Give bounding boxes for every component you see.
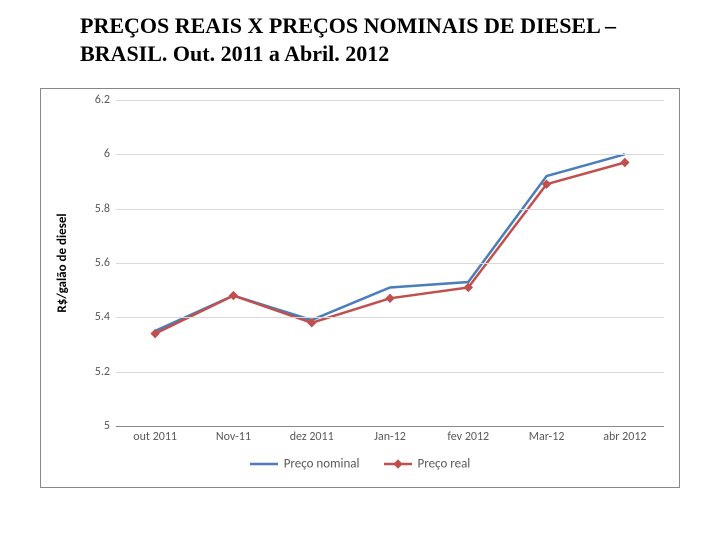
gridline — [116, 317, 664, 318]
plot-area: 55.25.45.65.866.2out 2011Nov-11dez 2011J… — [116, 100, 664, 426]
xtick-label: dez 2011 — [290, 430, 334, 444]
gridline — [116, 372, 664, 373]
xtick-label: Nov-11 — [216, 430, 251, 444]
legend-item: Preço real — [384, 456, 471, 471]
series-marker — [386, 294, 394, 302]
gridline — [116, 209, 664, 210]
chart-container: 5 5.2 5.4 5.6 5.8 6 6.2 out 2011 Nov-11 dez 2011 J… — [40, 88, 680, 518]
series-marker — [621, 158, 629, 166]
xtick-label: Mar-12 — [529, 430, 565, 444]
legend-swatch — [384, 457, 412, 471]
legend-item: Preço nominal — [250, 456, 360, 471]
series-marker — [229, 292, 237, 300]
legend-label: Preço nominal — [284, 457, 360, 472]
ytick-label: 5.8 — [95, 202, 110, 216]
ytick-label: 5.2 — [95, 365, 110, 379]
legend-label: Preço real — [418, 457, 471, 472]
ytick-label: 6.2 — [95, 93, 110, 107]
ytick-label: 5.6 — [95, 256, 110, 270]
xtick-label: out 2011 — [133, 430, 177, 444]
gridline — [116, 154, 664, 155]
series-line — [155, 162, 625, 333]
xtick-label: abr 2012 — [603, 430, 646, 444]
gridline — [116, 263, 664, 264]
ytick-label: 5 — [104, 419, 110, 433]
gridline — [116, 426, 664, 427]
gridline — [116, 100, 664, 101]
page: PREÇOS REAIS X PREÇOS NOMINAIS DE DIESEL… — [0, 0, 720, 540]
legend: Preço nominal Preço real — [40, 456, 680, 472]
ytick-label: 6 — [104, 147, 110, 161]
page-title: PREÇOS REAIS X PREÇOS NOMINAIS DE DIESEL… — [80, 12, 660, 67]
ytick-label: 5.4 — [95, 310, 110, 324]
xtick-label: fev 2012 — [447, 430, 489, 444]
xtick-label: Jan-12 — [374, 430, 406, 444]
yaxis-title: R$/galão de diesel — [55, 213, 70, 312]
legend-swatch — [250, 457, 278, 471]
